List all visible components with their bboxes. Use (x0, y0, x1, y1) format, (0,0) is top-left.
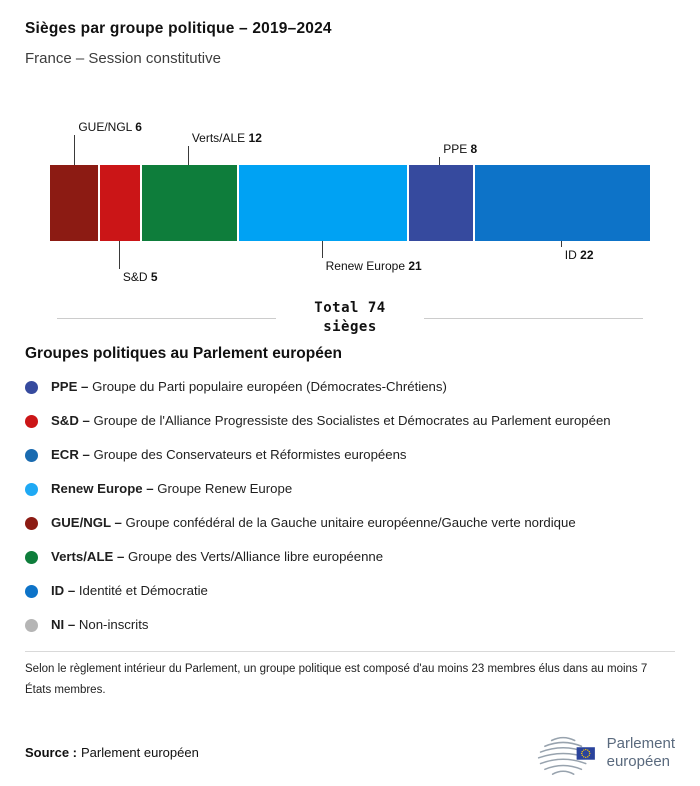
legend-item-id: ID – Identité et Démocratie (25, 583, 675, 599)
page-subtitle: France – Session constitutive (25, 50, 221, 67)
parliament-logo: Parlement européen (536, 728, 675, 778)
logo-text-line2: européen (606, 752, 671, 770)
total-seats: Total 74 sièges (314, 299, 385, 337)
legend-item-ppe: PPE – Groupe du Parti populaire européen… (25, 379, 675, 395)
page-title: Sièges par groupe politique – 2019–2024 (25, 20, 332, 37)
legend-item-ecr: ECR – Groupe des Conservateurs et Réform… (25, 447, 675, 463)
total-seats-line2: sièges (323, 319, 377, 335)
legend-label: ID – Identité et Démocratie (51, 583, 208, 598)
footnote: Selon le règlement intérieur du Parlemen… (25, 663, 648, 697)
legend-label: PPE – Groupe du Parti populaire européen… (51, 379, 447, 394)
total-row: Total 74 sièges (57, 299, 643, 337)
legend-item-renew-europe: Renew Europe – Groupe Renew Europe (25, 481, 675, 497)
legend-dot-ppe (25, 380, 38, 394)
legend-label: ECR – Groupe des Conservateurs et Réform… (51, 447, 407, 462)
source-label: Source : (25, 745, 78, 761)
bar-chart: GUE/NGL 6 S&D 5 Verts/ALE 12 Renew Europe 2… (50, 95, 650, 285)
legend-label: NI – Non-inscrits (51, 617, 149, 632)
legend-dot-s-d (25, 414, 38, 428)
bar-label-id: ID 22 (560, 241, 594, 263)
legend-item-gue-ngl: GUE/NGL – Groupe confédéral de la Gauche… (25, 515, 675, 531)
eu-flag-icon (576, 746, 595, 760)
bar-segment-verts-ale[interactable] (141, 165, 238, 241)
logo-text-line1: Parlement (606, 734, 675, 752)
legend-list: PPE – Groupe du Parti populaire européen… (25, 379, 675, 633)
source-value: Parlement européen (81, 745, 199, 761)
footer: Source : Parlement européen (25, 728, 675, 778)
footnote-divider (25, 651, 675, 652)
legend-dot-ni (25, 618, 38, 632)
legend-dot-gue-ngl (25, 516, 38, 530)
legend-label: Verts/ALE – Groupe des Verts/Alliance li… (51, 549, 384, 564)
legend-dot-verts-ale (25, 550, 38, 564)
legend-item-ni: NI – Non-inscrits (25, 617, 675, 633)
legend-item-s-d: S&D – Groupe de l'Alliance Progressiste … (25, 413, 675, 429)
source: Source : Parlement européen (25, 745, 199, 760)
bar-label-ppe: PPE 8 (439, 141, 477, 165)
bar-segment-s-d[interactable] (99, 165, 140, 241)
bar-label-gue-ngl: GUE/NGL 6 (74, 119, 142, 165)
legend-item-verts-ale: Verts/ALE – Groupe des Verts/Alliance li… (25, 549, 675, 565)
hemicycle-icon (537, 736, 595, 775)
bar-label-renew-europe: Renew Europe 21 (321, 241, 422, 274)
bar-label-verts-ale: Verts/ALE 12 (187, 130, 262, 165)
legend-title: Groupes politiques au Parlement européen (25, 345, 342, 362)
legend-dot-id (25, 584, 38, 598)
bar-segment-id[interactable] (474, 165, 650, 241)
bar-segment-renew-europe[interactable] (239, 165, 407, 241)
legend-dot-ecr (25, 448, 38, 462)
legend-label: GUE/NGL – Groupe confédéral de la Gauche… (51, 515, 576, 530)
logo-text: Parlement européen (607, 735, 675, 771)
total-seats-line1: Total 74 (314, 300, 386, 316)
bar-segment-ppe[interactable] (408, 165, 473, 241)
total-rule-left (57, 317, 277, 319)
total-rule-right (423, 317, 643, 319)
legend-label: Renew Europe – Groupe Renew Europe (51, 481, 293, 496)
bar-segment-gue-ngl[interactable] (50, 165, 98, 241)
bar-label-s-d: S&D 5 (118, 241, 158, 285)
stacked-bar (50, 165, 650, 241)
legend-label: S&D – Groupe de l'Alliance Progressiste … (51, 413, 611, 428)
legend-dot-renew-europe (25, 482, 38, 496)
